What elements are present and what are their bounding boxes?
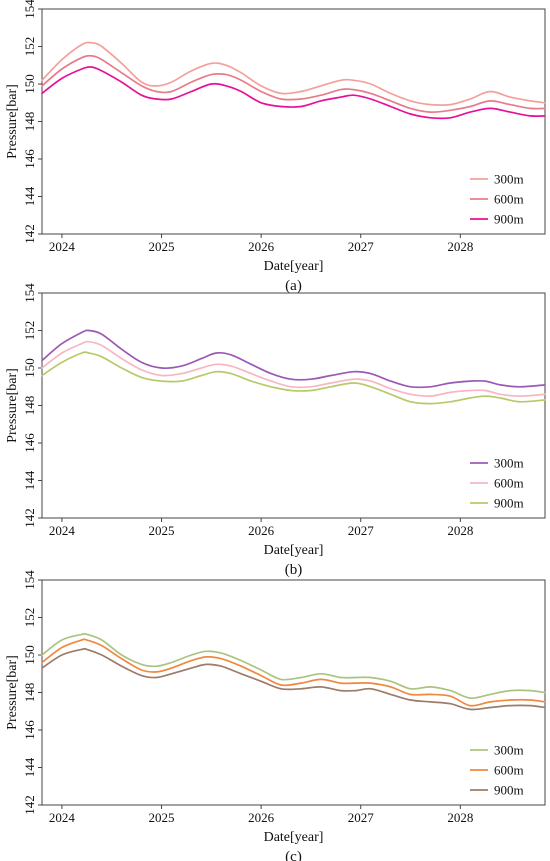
x-tick-label: 2027	[348, 810, 375, 825]
x-tick-label: 2028	[447, 810, 473, 825]
x-tick-label: 2027	[348, 523, 375, 538]
y-tick-label: 148	[22, 112, 37, 132]
series-line-900m	[41, 66, 546, 120]
series-line-900m	[41, 351, 546, 405]
y-tick-label: 146	[22, 720, 37, 740]
y-tick-label: 152	[22, 608, 37, 628]
legend-label-600m: 600m	[494, 476, 524, 491]
x-axis-title: Date[year]	[264, 259, 324, 274]
y-tick-label: 150	[22, 358, 37, 378]
series-line-600m	[41, 54, 546, 113]
x-tick-label: 2028	[447, 239, 473, 254]
panel-caption: (c)	[285, 849, 302, 861]
plot-frame	[41, 292, 546, 519]
series-line-300m	[41, 329, 546, 389]
legend-label-900m: 900m	[494, 783, 524, 798]
series-line-600m	[41, 340, 546, 398]
panel-caption: (a)	[285, 278, 302, 294]
y-tick-label: 142	[22, 224, 37, 244]
y-tick-label: 150	[22, 74, 37, 94]
series-line-300m	[41, 41, 546, 107]
x-tick-label: 2028	[447, 523, 473, 538]
x-axis-title: Date[year]	[264, 830, 324, 845]
y-tick-label: 154	[22, 0, 37, 19]
chart-panel-1: 142 144 146 148 150 152 154 2024 2025 2026 2027 202…	[5, 0, 546, 294]
y-tick-label: 146	[22, 433, 37, 453]
x-tick-label: 2026	[248, 239, 275, 254]
x-tick-label: 2026	[248, 523, 275, 538]
x-tick-label: 2025	[149, 239, 175, 254]
x-axis-title: Date[year]	[264, 543, 324, 558]
legend-label-600m: 600m	[494, 763, 524, 778]
legend-label-900m: 900m	[494, 496, 524, 511]
y-axis-title: Pressure[bar]	[5, 84, 20, 159]
plot-frame	[41, 579, 546, 806]
legend-label-900m: 900m	[494, 212, 524, 227]
y-tick-label: 142	[22, 795, 37, 815]
x-tick-label: 2025	[149, 523, 175, 538]
y-tick-label: 152	[22, 37, 37, 57]
x-tick-label: 2027	[348, 239, 375, 254]
legend-label-300m: 300m	[494, 456, 524, 471]
panel-caption: (b)	[285, 562, 303, 578]
y-tick-label: 154	[22, 570, 37, 590]
chart-panel-2: 142 144 146 148 150 152 154 2024 2025 2026 2027 202…	[5, 283, 546, 578]
y-tick-label: 154	[22, 283, 37, 303]
series-line-600m	[41, 638, 546, 707]
legend-label-600m: 600m	[494, 192, 524, 207]
y-axis-title: Pressure[bar]	[5, 368, 20, 443]
y-tick-label: 142	[22, 508, 37, 528]
y-tick-label: 152	[22, 321, 37, 341]
y-tick-label: 144	[22, 470, 37, 490]
plot-frame	[41, 8, 546, 235]
x-tick-label: 2025	[149, 810, 175, 825]
y-axis-title: Pressure[bar]	[5, 655, 20, 730]
legend-label-300m: 300m	[494, 172, 524, 187]
legend-label-300m: 300m	[494, 743, 524, 758]
y-tick-label: 144	[22, 757, 37, 777]
series-line-900m	[41, 647, 546, 711]
x-tick-label: 2024	[49, 239, 76, 254]
x-tick-label: 2024	[49, 810, 76, 825]
x-tick-label: 2026	[248, 810, 275, 825]
y-tick-label: 148	[22, 683, 37, 703]
chart-panel-3: 142 144 146 148 150 152 154 2024 2025 2026 2027 202…	[5, 570, 546, 861]
y-tick-label: 144	[22, 186, 37, 206]
series-line-300m	[41, 632, 546, 700]
y-tick-label: 146	[22, 149, 37, 169]
x-tick-label: 2024	[49, 523, 76, 538]
y-tick-label: 150	[22, 645, 37, 665]
y-tick-label: 148	[22, 396, 37, 416]
